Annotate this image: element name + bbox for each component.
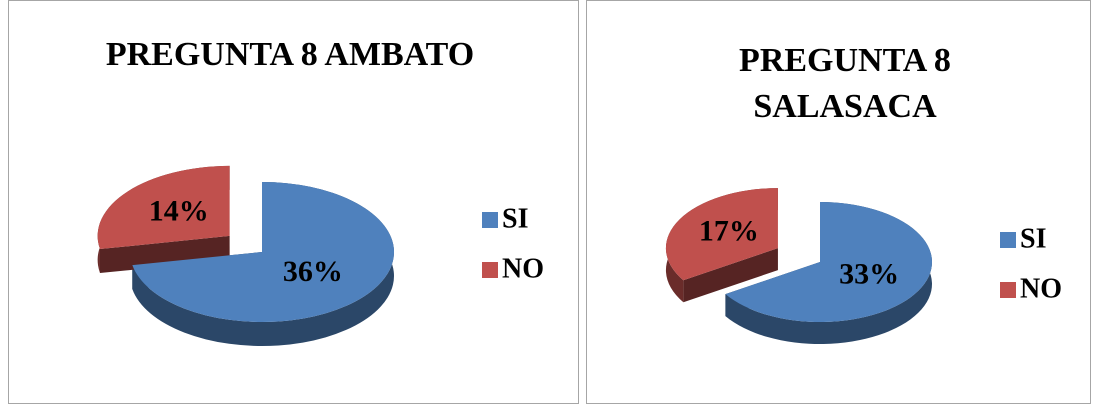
chart-panel [8, 0, 579, 404]
data-label: 36% [283, 255, 343, 288]
legend-label: NO [502, 253, 544, 284]
pie-slice [97, 165, 230, 250]
chart-panel [586, 0, 1091, 404]
slice-wall [683, 248, 778, 303]
legend-label: SI [502, 203, 528, 234]
pie-slice [725, 202, 933, 322]
legend-label: SI [1020, 223, 1046, 254]
data-label: 33% [839, 257, 899, 290]
chart-title: PREGUNTA 8 AMBATO [105, 36, 475, 73]
slice-wall [99, 235, 230, 274]
pie-slice [665, 188, 778, 281]
legend-swatch [482, 212, 498, 228]
data-label: 14% [149, 195, 209, 228]
legend-swatch [1000, 282, 1016, 298]
legend-swatch [482, 262, 498, 278]
chart-title: PREGUNTA 8 SALASACA [739, 42, 951, 125]
pie-slice [132, 182, 395, 322]
data-label: 17% [699, 215, 759, 248]
legend-swatch [1000, 232, 1016, 248]
legend-label: NO [1020, 273, 1062, 304]
